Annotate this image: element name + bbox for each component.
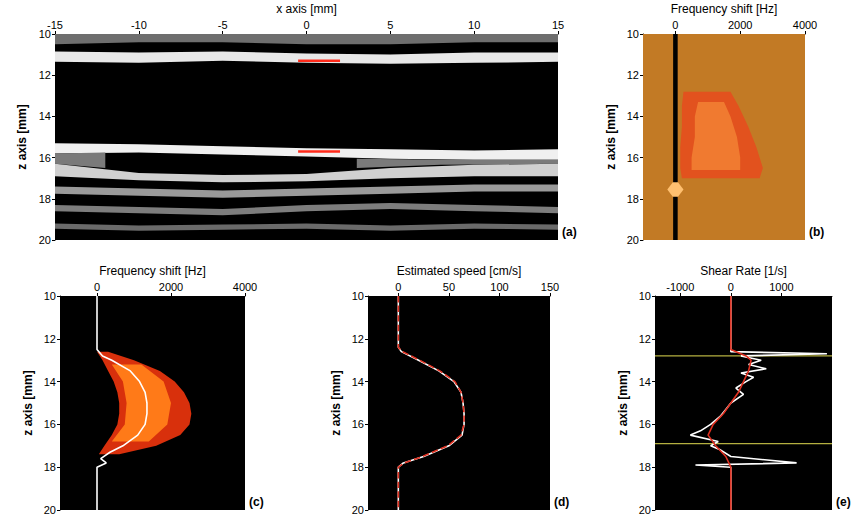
svg-text:20: 20	[639, 504, 651, 516]
svg-text:0: 0	[94, 281, 100, 293]
svg-text:20: 20	[627, 234, 639, 246]
svg-text:50: 50	[443, 281, 455, 293]
svg-text:4000: 4000	[793, 19, 817, 31]
svg-text:4000: 4000	[233, 281, 257, 293]
svg-text:10: 10	[38, 28, 51, 40]
svg-text:10: 10	[468, 19, 480, 31]
svg-text:Shear Rate [1/s]: Shear Rate [1/s]	[700, 264, 787, 278]
svg-text:z axis [mm]: z axis [mm]	[604, 104, 618, 169]
svg-text:Estimated speed [cm/s]: Estimated speed [cm/s]	[397, 264, 522, 278]
svg-text:150: 150	[541, 281, 559, 293]
svg-text:14: 14	[639, 376, 651, 388]
svg-text:10: 10	[627, 28, 639, 40]
svg-text:Frequency shift [Hz]: Frequency shift [Hz]	[671, 2, 778, 16]
svg-text:(d): (d)	[554, 495, 569, 509]
svg-text:20: 20	[39, 234, 51, 246]
svg-text:0: 0	[728, 281, 734, 293]
svg-text:Frequency shift [Hz]: Frequency shift [Hz]	[99, 264, 206, 278]
svg-text:10: 10	[44, 290, 56, 302]
svg-text:10: 10	[352, 290, 364, 302]
svg-text:(b): (b)	[809, 225, 824, 239]
svg-text:z axis [mm]: z axis [mm]	[21, 370, 35, 435]
svg-text:(c): (c)	[249, 495, 264, 509]
svg-text:0: 0	[672, 19, 678, 31]
svg-text:12: 12	[39, 69, 51, 81]
svg-text:16: 16	[352, 418, 364, 430]
svg-text:2000: 2000	[728, 19, 752, 31]
svg-text:z axis [mm]: z axis [mm]	[329, 370, 343, 435]
svg-text:1000: 1000	[769, 281, 793, 293]
svg-text:14: 14	[44, 376, 56, 388]
svg-text:12: 12	[352, 333, 364, 345]
svg-text:-5: -5	[218, 19, 228, 31]
svg-text:0: 0	[395, 281, 401, 293]
svg-text:(e): (e)	[836, 495, 851, 509]
svg-text:0: 0	[303, 19, 309, 31]
svg-text:12: 12	[627, 69, 639, 81]
svg-text:12: 12	[639, 333, 651, 345]
svg-text:14: 14	[352, 376, 364, 388]
svg-text:16: 16	[639, 418, 651, 430]
svg-text:16: 16	[627, 152, 639, 164]
svg-text:12: 12	[44, 333, 56, 345]
svg-text:-15: -15	[47, 19, 63, 31]
svg-text:x axis [mm]: x axis [mm]	[276, 2, 337, 16]
svg-text:14: 14	[39, 110, 51, 122]
svg-text:-10: -10	[131, 19, 147, 31]
svg-text:100: 100	[490, 281, 508, 293]
svg-text:20: 20	[352, 504, 364, 516]
svg-text:18: 18	[39, 193, 51, 205]
svg-text:-1000: -1000	[666, 281, 694, 293]
svg-text:18: 18	[627, 193, 639, 205]
svg-text:18: 18	[639, 461, 651, 473]
svg-text:15: 15	[552, 19, 564, 31]
svg-text:16: 16	[39, 152, 51, 164]
svg-text:14: 14	[627, 110, 639, 122]
svg-text:16: 16	[44, 418, 56, 430]
svg-text:2000: 2000	[159, 281, 183, 293]
svg-text:20: 20	[44, 504, 56, 516]
svg-text:18: 18	[352, 461, 364, 473]
svg-text:z axis [mm]: z axis [mm]	[15, 104, 29, 169]
svg-text:18: 18	[44, 461, 56, 473]
svg-text:5: 5	[387, 19, 393, 31]
svg-text:10: 10	[639, 290, 651, 302]
svg-text:z axis [mm]: z axis [mm]	[616, 370, 630, 435]
svg-text:(a): (a)	[562, 225, 577, 239]
